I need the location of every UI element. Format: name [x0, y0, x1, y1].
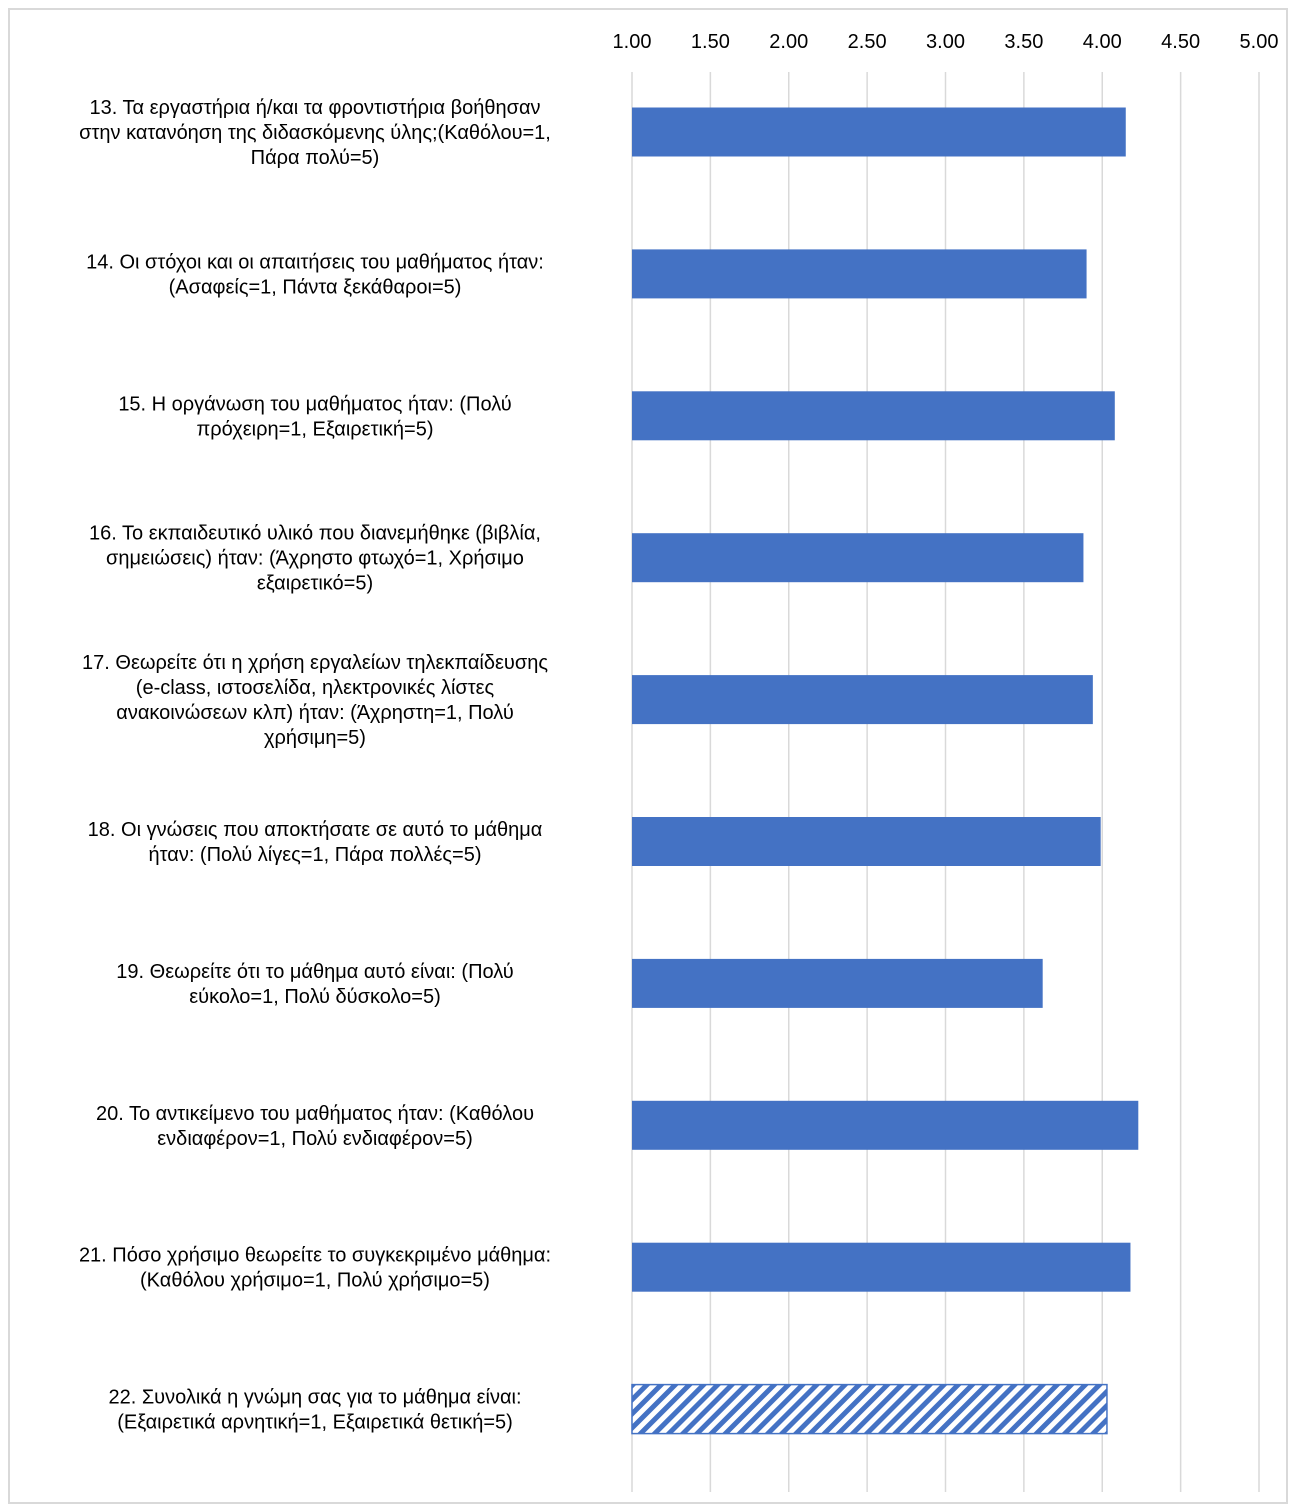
chart-frame: 1.00 1.50 2.00 2.50 3.00 3.50 4.00 4.50 5.00 13.…: [8, 8, 1288, 1504]
bar-chart: 1.00 1.50 2.00 2.50 3.00 3.50 4.00 4.50 5.00 13.…: [79, 31, 1279, 1492]
category-label-line: στην κατανόηση της διδασκόμενης ύλης;(Κα…: [79, 122, 551, 144]
category-label-line: 22. Συνολικά η γνώμη σας για το μάθημα ε…: [108, 1387, 521, 1409]
category-label-line: 21. Πόσο χρήσιμο θεωρείτε το συγκεκριμέν…: [79, 1245, 551, 1267]
category-label-line: εξαιρετικό=5): [257, 573, 373, 595]
x-tick-label: 3.00: [926, 31, 965, 53]
grid-layer: [631, 72, 1260, 1492]
category-label-line: 14. Οι στόχοι και οι απαιτήσεις του μαθή…: [86, 251, 544, 273]
category-label-line: 13. Τα εργαστήρια ή/και τα φροντιστήρια …: [89, 97, 540, 119]
category-label-line: εύκολο=1, Πολύ δύσκολο=5): [189, 986, 440, 1008]
category-label-line: (e-class, ιστοσελίδα, ηλεκτρονικές λίστε…: [136, 677, 495, 699]
category-label-line: 20. Το αντικείμενο του μαθήματος ήταν: (…: [96, 1103, 534, 1125]
category-label-line: ήταν: (Πολύ λίγες=1, Πάρα πολλές=5): [149, 844, 482, 866]
bar: [632, 1242, 1131, 1292]
x-tick-label: 5.00: [1240, 31, 1279, 53]
x-tick-label: 3.50: [1004, 31, 1043, 53]
bar: [632, 107, 1126, 157]
category-label-line: ενδιαφέρον=1, Πολύ ενδιαφέρον=5): [157, 1128, 472, 1150]
x-tick-label: 1.00: [613, 31, 652, 53]
category-label-line: σημειώσεις) ήταν: (Άχρηστο φτωχό=1, Χρήσ…: [106, 548, 524, 570]
category-label-line: (Καθόλου χρήσιμο=1, Πολύ χρήσιμο=5): [140, 1270, 490, 1292]
bar: [632, 533, 1084, 583]
category-label-line: χρήσιμη=5): [264, 727, 366, 749]
bar: [632, 675, 1093, 725]
category-label-line: Πάρα πολύ=5): [251, 147, 380, 169]
bar: [632, 958, 1043, 1008]
category-label-line: 17. Θεωρείτε ότι η χρήση εργαλείων τηλεκ…: [82, 652, 548, 674]
x-tick-label: 2.00: [769, 31, 808, 53]
category-label-line: ανακοινώσεων κλπ) ήταν: (Άχρηστη=1, Πολύ: [116, 702, 514, 724]
bar-layer: [631, 107, 1139, 1435]
category-label-line: 19. Θεωρείτε ότι το μάθημα αυτό είναι: (…: [116, 961, 513, 983]
bar: [632, 249, 1087, 299]
category-labels: 13. Τα εργαστήρια ή/και τα φροντιστήρια …: [79, 97, 551, 1434]
category-label-line: 15. Η οργάνωση του μαθήματος ήταν: (Πολύ: [118, 393, 511, 415]
category-label-line: 16. Το εκπαιδευτικό υλικό που διανεμήθηκ…: [89, 523, 541, 545]
bar: [632, 817, 1101, 866]
x-tick-label: 1.50: [691, 31, 730, 53]
category-label-line: (Εξαιρετικά αρνητική=1, Εξαιρετικά θετικ…: [117, 1412, 513, 1434]
bar: [631, 1383, 1108, 1435]
category-label-line: 18. Οι γνώσεις που αποκτήσατε σε αυτό το…: [88, 819, 543, 841]
x-axis-ticks: 1.00 1.50 2.00 2.50 3.00 3.50 4.00 4.50 5.00: [613, 31, 1279, 53]
x-tick-label: 4.50: [1161, 31, 1200, 53]
category-label-line: (Ασαφείς=1, Πάντα ξεκάθαροι=5): [169, 276, 462, 298]
category-label-line: πρόχειρη=1, Εξαιρετική=5): [196, 418, 433, 440]
bar: [632, 1100, 1139, 1150]
x-tick-label: 2.50: [848, 31, 887, 53]
x-tick-label: 4.00: [1083, 31, 1122, 53]
bar: [632, 391, 1115, 441]
